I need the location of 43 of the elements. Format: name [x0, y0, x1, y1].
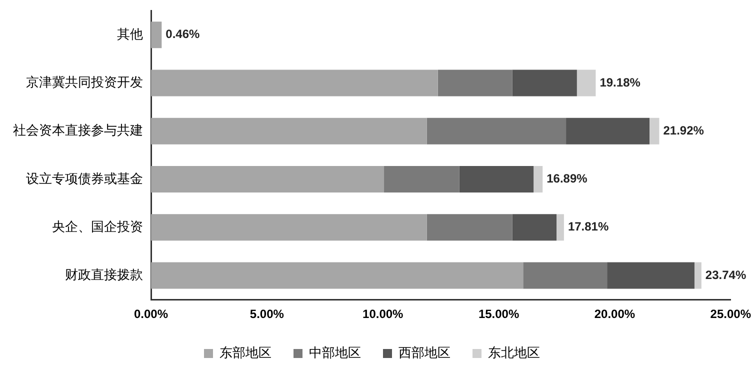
- bar: [523, 262, 608, 289]
- y-tick-label: 社会资本直接参与共建: [13, 122, 143, 138]
- bar: [384, 166, 460, 193]
- y-tick-label: 央企、国企投资: [52, 218, 143, 234]
- y-tick-label: 京津冀共同投资开发: [26, 74, 143, 90]
- bar: [512, 70, 577, 96]
- total-label: 16.89%: [546, 172, 588, 186]
- x-tick-label: 20.00%: [594, 307, 636, 322]
- y-tick-label: 其他: [117, 26, 143, 42]
- bar: [151, 262, 524, 289]
- bar: [426, 118, 566, 144]
- x-tick-label: 5.00%: [250, 307, 284, 322]
- bar: [151, 214, 427, 241]
- bar: [534, 166, 543, 193]
- bar: [694, 262, 702, 289]
- bar: [556, 214, 564, 241]
- bar: [459, 166, 534, 193]
- x-tick-label: 0.00%: [134, 307, 168, 322]
- bar: [151, 22, 162, 48]
- legend-label: 东部地区: [220, 345, 272, 360]
- legend-label: 中部地区: [309, 345, 361, 360]
- bar: [438, 70, 512, 96]
- x-tick-label: 10.00%: [362, 307, 404, 322]
- y-tick-label: 设立专项债券或基金: [26, 170, 143, 186]
- total-label: 0.46%: [166, 27, 200, 42]
- y-tick-label: 财政直接拨款: [65, 267, 143, 282]
- legend-label: 西部地区: [398, 345, 450, 360]
- total-label: 21.92%: [663, 123, 704, 138]
- legend-label: 东北地区: [488, 345, 540, 360]
- total-label: 23.74%: [705, 268, 746, 282]
- total-label: 17.81%: [568, 220, 609, 234]
- bar: [566, 118, 650, 144]
- bar: [151, 70, 438, 96]
- total-label: 19.18%: [600, 75, 641, 90]
- x-tick-label: 15.00%: [478, 307, 520, 322]
- bar: [607, 262, 694, 289]
- bar: [151, 166, 384, 193]
- bar: [650, 118, 660, 144]
- x-tick-label: 25.00%: [710, 307, 752, 322]
- bar: [576, 70, 596, 96]
- bar: [512, 214, 557, 241]
- bar: [151, 118, 427, 144]
- bar: [426, 214, 512, 241]
